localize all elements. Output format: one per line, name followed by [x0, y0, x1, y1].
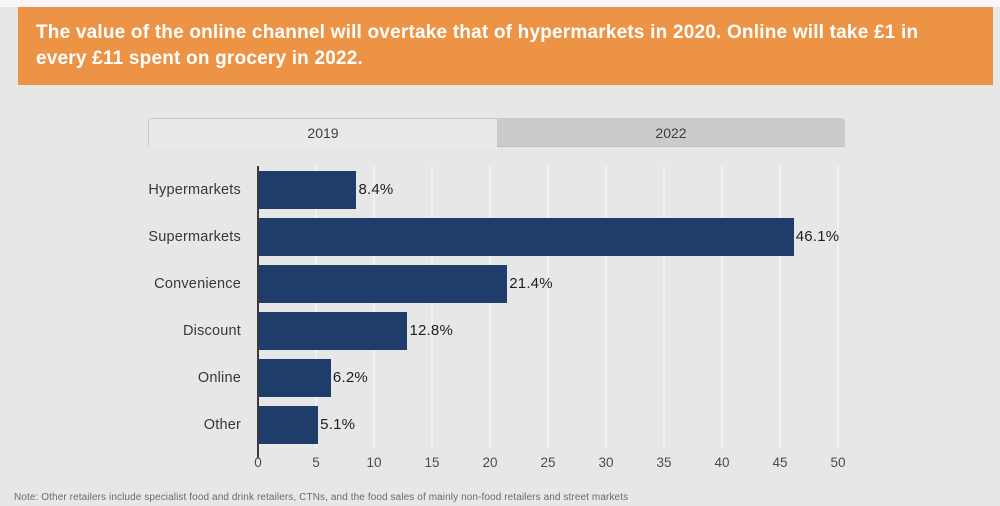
x-axis: 0 5 10 15 20 25 30 35 40 45 50 — [0, 452, 1000, 474]
x-tick: 0 — [254, 455, 262, 470]
bar-value-label: 12.8% — [409, 322, 454, 339]
bar-rows: Hypermarkets 8.4% Supermarkets 46.1% Con… — [0, 166, 1000, 448]
footnote: Note: Other retailers include specialist… — [14, 492, 629, 503]
category-label: Supermarkets — [148, 228, 241, 245]
bar-row-convenience: Convenience 21.4% — [0, 260, 1000, 307]
y-axis-line — [257, 166, 259, 458]
bar-value-label: 46.1% — [795, 228, 840, 245]
tab-2022[interactable]: 2022 — [497, 119, 845, 147]
headline-text: The value of the online channel will ove… — [36, 22, 919, 69]
category-label: Online — [197, 369, 241, 386]
bar-row-other: Other 5.1% — [0, 401, 1000, 448]
gridline — [373, 166, 375, 448]
bar-hypermarkets — [259, 170, 357, 209]
category-label: Other — [203, 416, 241, 433]
gridline — [431, 166, 433, 448]
gridline — [663, 166, 665, 448]
bar-row-hypermarkets: Hypermarkets 8.4% — [0, 166, 1000, 213]
bar-supermarkets — [259, 217, 794, 256]
x-tick: 30 — [598, 455, 614, 470]
bar-online — [259, 358, 331, 397]
bar-value-label: 8.4% — [358, 181, 394, 198]
gridline — [721, 166, 723, 448]
bar-discount — [259, 311, 408, 350]
tab-2022-label: 2022 — [655, 124, 687, 141]
x-tick: 10 — [366, 455, 382, 470]
gridline — [779, 166, 781, 448]
bar-row-online: Online 6.2% — [0, 354, 1000, 401]
x-tick: 25 — [540, 455, 556, 470]
bar-other — [259, 405, 319, 444]
gridline — [837, 166, 839, 448]
bar-row-discount: Discount 12.8% — [0, 307, 1000, 354]
x-tick: 15 — [424, 455, 440, 470]
year-tabs: 2019 2022 — [148, 118, 845, 147]
bar-convenience — [259, 264, 508, 303]
x-tick: 50 — [830, 455, 846, 470]
x-tick: 35 — [656, 455, 672, 470]
bar-value-label: 5.1% — [320, 416, 356, 433]
gridline — [605, 166, 607, 448]
category-label: Discount — [182, 322, 241, 339]
x-tick: 5 — [312, 455, 320, 470]
top-strip — [0, 0, 1000, 7]
bar-row-supermarkets: Supermarkets 46.1% — [0, 213, 1000, 260]
x-tick: 20 — [482, 455, 498, 470]
grid-layer — [258, 166, 839, 448]
x-tick: 40 — [714, 455, 730, 470]
category-label: Hypermarkets — [148, 181, 241, 198]
gridline — [315, 166, 317, 448]
headline-banner: The value of the online channel will ove… — [18, 7, 993, 85]
bar-chart: Hypermarkets 8.4% Supermarkets 46.1% Con… — [0, 166, 1000, 458]
bar-value-label: 6.2% — [332, 369, 368, 386]
gridline — [547, 166, 549, 448]
tab-2019[interactable]: 2019 — [148, 119, 497, 147]
gridline — [489, 166, 491, 448]
tab-2019-label: 2019 — [307, 125, 339, 141]
category-label: Convenience — [154, 275, 241, 292]
x-tick: 45 — [772, 455, 788, 470]
bar-value-label: 21.4% — [509, 275, 553, 292]
